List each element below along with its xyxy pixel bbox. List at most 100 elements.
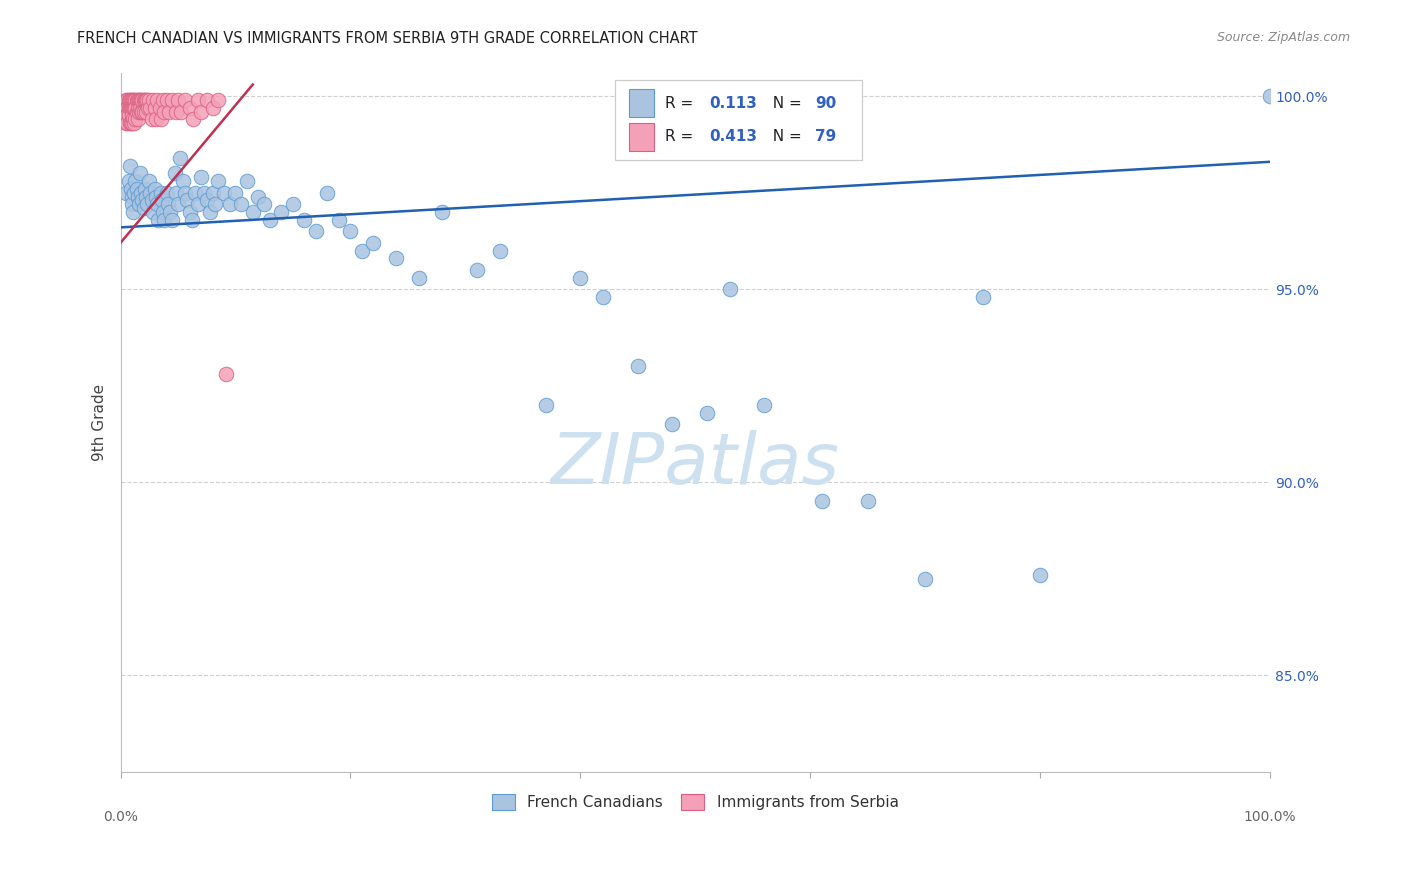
Text: 90: 90 (815, 95, 837, 111)
Point (132, 104, 155, 119)
Point (465, 263, 488, 277)
Point (127, 112, 149, 127)
Point (1258, 89, 1281, 103)
Text: 100.0%: 100.0% (1244, 810, 1296, 824)
Point (121, 189, 143, 203)
Point (172, 174, 194, 188)
Point (305, 224, 328, 238)
Point (145, 112, 167, 127)
Point (128, 93, 150, 107)
Point (247, 189, 270, 203)
Point (136, 101, 159, 115)
Point (316, 186, 339, 200)
Point (661, 417, 683, 432)
Point (124, 93, 146, 107)
Point (195, 194, 218, 208)
Point (142, 93, 165, 107)
Point (242, 205, 264, 219)
Point (224, 186, 246, 200)
Point (170, 104, 193, 119)
Point (569, 270, 592, 285)
Point (350, 244, 373, 258)
Point (143, 101, 166, 115)
Point (190, 104, 212, 119)
Point (134, 93, 156, 107)
Point (153, 212, 176, 227)
Point (138, 93, 160, 107)
Point (141, 112, 163, 127)
Point (972, 290, 994, 304)
Point (129, 93, 152, 107)
Point (153, 104, 176, 119)
Point (181, 112, 204, 127)
Point (115, 93, 138, 107)
Point (156, 197, 179, 211)
FancyBboxPatch shape (628, 89, 654, 117)
Point (142, 205, 165, 219)
Point (134, 182, 156, 196)
FancyBboxPatch shape (614, 80, 862, 161)
Point (174, 93, 197, 107)
Point (149, 186, 172, 200)
Point (207, 93, 229, 107)
Point (162, 93, 184, 107)
Y-axis label: 9th Grade: 9th Grade (93, 384, 107, 461)
Point (118, 159, 141, 173)
Point (165, 186, 187, 200)
Point (135, 93, 157, 107)
Point (135, 104, 157, 119)
Text: Source: ZipAtlas.com: Source: ZipAtlas.com (1216, 31, 1350, 45)
Point (121, 116, 143, 130)
Point (129, 166, 152, 180)
Point (149, 112, 172, 127)
Point (121, 93, 143, 107)
Point (127, 101, 149, 115)
Point (115, 108, 138, 122)
Point (231, 197, 253, 211)
Point (117, 174, 139, 188)
Text: 0.113: 0.113 (709, 95, 756, 111)
Point (136, 93, 159, 107)
Point (115, 186, 138, 200)
Point (155, 186, 177, 200)
Legend: French Canadians, Immigrants from Serbia: French Canadians, Immigrants from Serbia (486, 789, 904, 816)
Point (190, 170, 212, 185)
Point (132, 93, 155, 107)
Point (122, 205, 145, 219)
Point (408, 270, 430, 285)
Point (120, 93, 142, 107)
Point (129, 93, 152, 107)
Point (139, 186, 162, 200)
FancyBboxPatch shape (628, 122, 654, 151)
Point (253, 197, 276, 211)
Point (204, 197, 226, 211)
Point (121, 101, 143, 115)
Point (339, 224, 361, 238)
Point (193, 186, 215, 200)
Point (534, 398, 557, 412)
Point (592, 290, 614, 304)
Point (112, 101, 135, 115)
Point (179, 101, 201, 115)
Point (363, 235, 385, 250)
Point (281, 197, 304, 211)
Point (132, 201, 155, 215)
Point (856, 494, 879, 508)
Point (127, 93, 149, 107)
Point (914, 572, 936, 586)
Point (1029, 567, 1052, 582)
Point (131, 104, 153, 119)
Point (131, 194, 153, 208)
Point (169, 151, 191, 165)
Point (432, 205, 454, 219)
Point (118, 116, 141, 130)
Text: ZIPatlas: ZIPatlas (551, 430, 839, 499)
Point (195, 93, 218, 107)
Point (114, 96, 136, 111)
Point (121, 108, 143, 122)
Point (117, 116, 139, 130)
Point (117, 93, 139, 107)
Point (124, 174, 146, 188)
Point (122, 101, 145, 115)
Point (148, 212, 170, 227)
